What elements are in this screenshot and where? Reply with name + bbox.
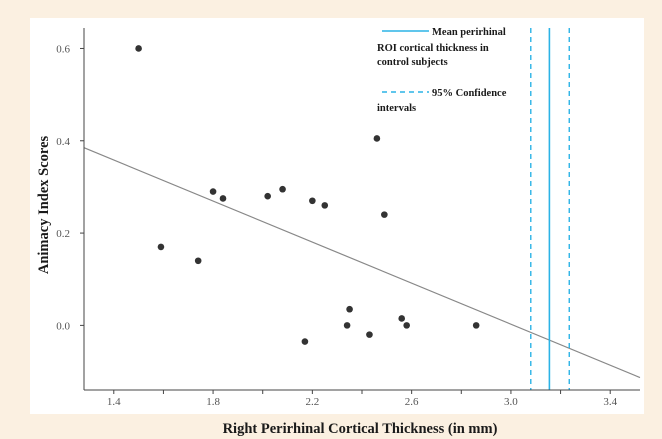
legend-mean-label-line1: Mean perirhinal <box>432 27 506 38</box>
x-tick-label: 2.6 <box>405 396 419 408</box>
x-tick-label: 1.8 <box>206 396 220 408</box>
data-points-group <box>135 45 480 345</box>
data-point <box>264 192 271 200</box>
legend-ci-label-line1: 95% Confidence <box>432 88 507 99</box>
y-tick-label: 0.0 <box>56 320 70 332</box>
data-point <box>194 257 202 265</box>
y-tick-label: 0.2 <box>56 228 70 240</box>
legend: Mean perirhinal ROI cortical thickness i… <box>377 27 507 114</box>
data-point <box>381 211 388 218</box>
data-point <box>157 243 165 251</box>
x-tick-label: 3.4 <box>603 396 617 408</box>
plot-panel <box>30 18 644 414</box>
data-point <box>209 188 217 195</box>
legend-ci-label-line2: intervals <box>377 103 416 114</box>
data-point <box>403 322 410 329</box>
data-point <box>279 185 286 193</box>
y-tick-label: 0.4 <box>56 136 70 148</box>
data-point <box>135 45 142 52</box>
legend-mean-label-line2: ROI cortical thickness in <box>377 43 489 54</box>
x-tick-label: 3.0 <box>504 396 518 408</box>
data-point <box>219 195 227 202</box>
data-point <box>346 305 353 313</box>
fit-line-group <box>83 147 641 379</box>
data-point <box>398 315 406 322</box>
tick-labels-group: 1.4 1.8 2.2 2.6 3.0 3.4 0.0 0.2 0.4 0.6 <box>56 43 617 408</box>
y-tick-label: 0.6 <box>56 43 70 55</box>
data-point <box>472 322 480 329</box>
legend-mean-label-line3: control subjects <box>377 57 448 68</box>
data-point <box>343 322 351 329</box>
x-axis-title: Right Perirhinal Cortical Thickness (in … <box>223 421 498 437</box>
data-point <box>301 338 309 345</box>
reference-lines-group <box>530 28 570 390</box>
data-point <box>321 202 329 209</box>
regression-line <box>83 147 641 379</box>
data-point <box>366 331 373 338</box>
data-point <box>373 135 381 142</box>
x-tick-label: 2.2 <box>305 396 319 408</box>
y-axis-title: Animacy Index Scores <box>36 136 52 275</box>
data-point <box>309 197 316 205</box>
x-tick-label: 1.4 <box>107 396 121 408</box>
